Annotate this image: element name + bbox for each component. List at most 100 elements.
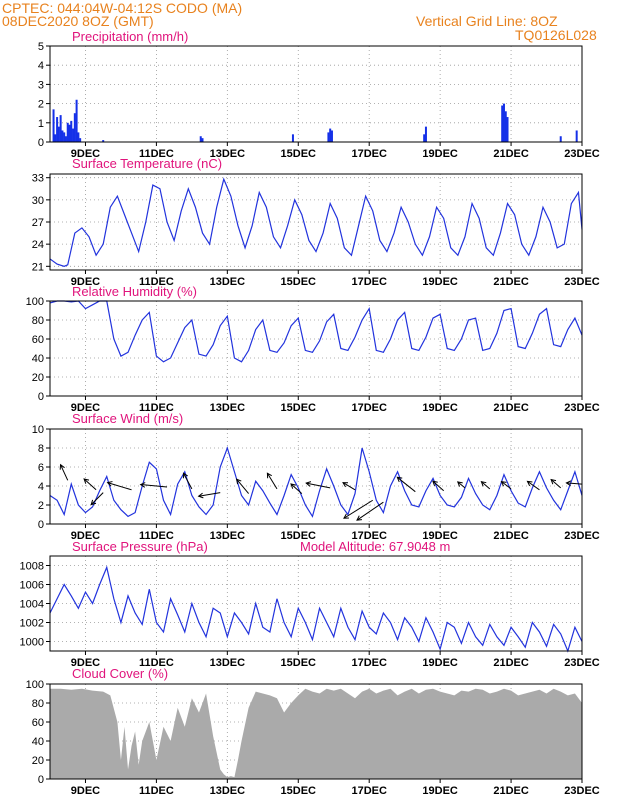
precip-bar xyxy=(506,117,509,142)
temp-ytick-label: 21 xyxy=(32,261,44,273)
temp-ytick-label: 30 xyxy=(32,195,44,207)
precip-ytick-label: 3 xyxy=(38,79,44,91)
wind-ytick-label: 8 xyxy=(38,443,44,455)
wind-ytick-label: 4 xyxy=(38,481,44,493)
pres-xtick-label: 21DEC xyxy=(493,657,529,669)
wind-arrow xyxy=(342,482,356,491)
cloud-ytick-label: 0 xyxy=(38,774,44,786)
precip-bar xyxy=(501,105,504,142)
wind-xtick-label: 15DEC xyxy=(281,530,317,542)
wind-xtick-label: 19DEC xyxy=(422,530,458,542)
header-station-line: CPTEC: 044:04W-04:12S CODO (MA) xyxy=(2,0,243,16)
wind-arrow xyxy=(60,464,69,481)
cloud-xtick-label: 15DEC xyxy=(281,785,317,797)
precip-bar xyxy=(64,136,67,142)
wind-ytick-label: 0 xyxy=(38,519,44,531)
wind-arrow xyxy=(550,479,562,489)
precip-ytick-label: 0 xyxy=(38,137,44,149)
precip-xtick-label: 17DEC xyxy=(351,148,387,160)
cloud-xtick-label: 21DEC xyxy=(493,785,529,797)
temp-xtick-label: 15DEC xyxy=(281,276,317,288)
pres-xtick-label: 15DEC xyxy=(281,657,317,669)
wind-arrow xyxy=(83,478,97,491)
temp-xtick-label: 9DEC xyxy=(71,276,100,288)
precip-bar xyxy=(77,132,80,142)
precip-bar xyxy=(54,134,57,142)
precip-frame xyxy=(49,45,583,143)
rh-ytick-label: 40 xyxy=(32,353,44,365)
wind-arrowhead xyxy=(197,492,204,499)
precip-bar xyxy=(79,138,82,142)
precip-ytick-label: 5 xyxy=(38,41,44,53)
temp-ytick-label: 27 xyxy=(32,217,44,229)
cloud-xtick-label: 11DEC xyxy=(139,785,174,797)
rh-ytick-label: 20 xyxy=(32,372,44,384)
precip-bar xyxy=(72,128,75,142)
wind-arrowhead xyxy=(526,480,533,487)
precip-xtick-label: 9DEC xyxy=(71,148,100,160)
wind-ytick-label: 6 xyxy=(38,462,44,474)
precip-bar xyxy=(502,103,505,142)
wind-frame xyxy=(49,428,583,525)
precip-bar xyxy=(575,130,578,142)
rh-xtick-label: 15DEC xyxy=(281,402,317,414)
precip-bar xyxy=(201,138,204,142)
precip-xtick-label: 11DEC xyxy=(139,148,174,160)
wind-arrow xyxy=(90,492,104,506)
wind-arrowhead xyxy=(83,478,90,484)
wind-arrowhead xyxy=(90,499,97,506)
wind-arrow xyxy=(396,476,416,493)
precip-bar xyxy=(63,132,66,142)
wind-arrow xyxy=(457,481,466,489)
pres-xtick-label: 9DEC xyxy=(71,657,100,669)
wind-xtick-label: 13DEC xyxy=(210,530,246,542)
cloud-title: Cloud Cover (%) xyxy=(72,666,169,681)
precip-bar xyxy=(559,136,562,142)
precip-bar xyxy=(424,126,427,142)
rh-title: Relative Humidity (%) xyxy=(72,284,197,299)
temp-xtick-label: 17DEC xyxy=(351,276,387,288)
precip-bar xyxy=(199,136,202,142)
cloud-ytick-label: 40 xyxy=(32,736,44,748)
precip-ytick-label: 2 xyxy=(38,99,44,111)
temp-ytick-label: 24 xyxy=(32,239,44,251)
cloud-xtick-label: 9DEC xyxy=(71,785,100,797)
pres-model-altitude: Model Altitude: 67.9048 m xyxy=(300,539,451,554)
wind-arrowhead xyxy=(290,483,296,489)
temp-xtick-label: 11DEC xyxy=(139,276,174,288)
precip-ytick-label: 1 xyxy=(38,118,44,130)
rh-xtick-label: 19DEC xyxy=(422,402,458,414)
cloud-frame xyxy=(49,683,583,780)
precip-bar xyxy=(329,128,332,142)
pres-xtick-label: 13DEC xyxy=(210,657,246,669)
precip-bar xyxy=(56,117,59,142)
temp-xtick-label: 21DEC xyxy=(493,276,529,288)
wind-arrowhead xyxy=(432,480,438,487)
pres-title: Surface Pressure (hPa) xyxy=(72,539,208,554)
pres-xtick-label: 11DEC xyxy=(139,657,174,669)
pres-ytick-label: 1000 xyxy=(20,637,44,649)
precip-bar xyxy=(102,140,105,142)
precip-xtick-label: 15DEC xyxy=(281,148,317,160)
wind-title: Surface Wind (m/s) xyxy=(72,411,184,426)
temp-xtick-label: 19DEC xyxy=(422,276,458,288)
wind-arrow xyxy=(290,483,303,494)
wind-arrow xyxy=(343,499,374,519)
rh-xtick-label: 21DEC xyxy=(493,402,529,414)
wind-arrowhead xyxy=(500,481,507,487)
rh-xtick-label: 11DEC xyxy=(139,402,174,414)
cloud-ytick-label: 80 xyxy=(32,698,44,710)
wind-arrow xyxy=(566,482,583,485)
precip-bar xyxy=(59,115,62,142)
precip-ytick-label: 4 xyxy=(38,60,44,72)
precip-bar xyxy=(423,134,426,142)
wind-arrowhead xyxy=(343,513,349,519)
wind-ytick-label: 10 xyxy=(32,424,44,436)
wind-arrowhead xyxy=(139,482,146,488)
rh-ytick-label: 0 xyxy=(38,391,44,403)
precip-bar xyxy=(52,109,55,142)
cloud-xtick-label: 13DEC xyxy=(210,785,246,797)
header-run-id: TQ0126L028 xyxy=(515,27,597,43)
precip-bar xyxy=(291,134,294,142)
